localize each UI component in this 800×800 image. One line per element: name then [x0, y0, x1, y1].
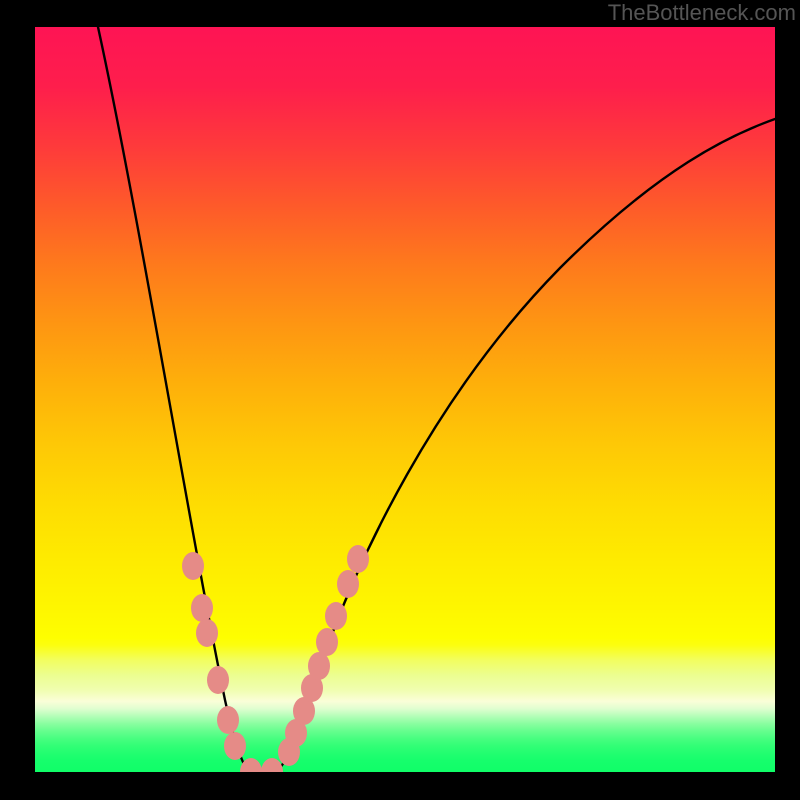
bead-marker [240, 758, 262, 786]
bead-marker [207, 666, 229, 694]
plot-background [35, 27, 775, 772]
bead-marker [325, 602, 347, 630]
bead-marker [217, 706, 239, 734]
bead-marker [224, 732, 246, 760]
bead-marker [182, 552, 204, 580]
bead-marker [347, 545, 369, 573]
bead-marker [261, 758, 283, 786]
bead-marker [196, 619, 218, 647]
stage: TheBottleneck.com [0, 0, 800, 800]
bead-marker [191, 594, 213, 622]
bead-marker [308, 652, 330, 680]
bead-marker [337, 570, 359, 598]
bead-marker [316, 628, 338, 656]
chart-svg [0, 0, 800, 800]
watermark-text: TheBottleneck.com [608, 0, 796, 26]
